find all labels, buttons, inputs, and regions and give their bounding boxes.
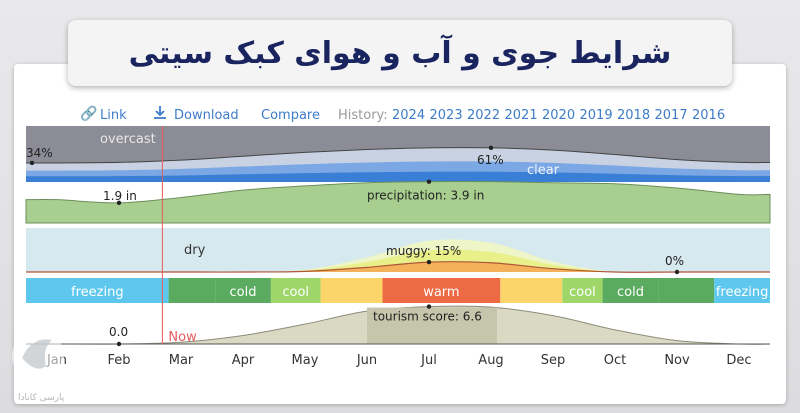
month-label: Nov: [664, 353, 690, 368]
history-year-2022[interactable]: 2022: [467, 108, 500, 123]
temperature-label-cold: cold: [230, 285, 257, 300]
month-label: Feb: [107, 353, 130, 368]
now-marker: Now: [161, 126, 197, 345]
tourism-annotation: tourism score: 6.6: [373, 310, 482, 324]
history-year-2024[interactable]: 2024: [392, 108, 425, 123]
precipitation-point: [426, 179, 432, 184]
temperature-label-warm: warm: [423, 285, 459, 300]
history-year-2023[interactable]: 2023: [430, 108, 463, 123]
download-icon: [154, 106, 166, 119]
temperature-segment: [500, 278, 563, 303]
muggy-annotation: 0%: [665, 254, 684, 268]
cloud-annotation: 34%: [26, 146, 53, 160]
history-year-2016[interactable]: 2016: [692, 108, 725, 123]
temperature-segment: [270, 278, 321, 303]
muggy-point: [674, 269, 680, 275]
temperature-segment: [320, 278, 383, 303]
download-label: Download: [174, 108, 239, 123]
temperature-segment: [658, 278, 715, 303]
temperature-segment: [714, 278, 770, 303]
svg-text:پارسی کانادا: پارسی کانادا: [18, 393, 65, 403]
month-label: May: [292, 353, 319, 368]
month-label: Oct: [604, 353, 626, 368]
download-button[interactable]: Download: [154, 106, 239, 123]
link-icon: 🔗: [80, 104, 98, 122]
tourism-peak-band: [367, 307, 497, 344]
temperature-segment: [602, 278, 659, 303]
temperature-label-cold: cold: [617, 285, 644, 300]
cloud-annotation: 61%: [477, 153, 504, 167]
dry-label: dry: [184, 243, 206, 258]
cloud-point: [488, 145, 494, 151]
cloud-cover-line: [25, 147, 771, 164]
history-year-2017[interactable]: 2017: [655, 108, 688, 123]
page-title: شرایط جوی و آب و هوای کبک سیتی: [128, 35, 672, 71]
temperature-label-freezing: freezing: [716, 285, 769, 300]
title-banner: شرایط جوی و آب و هوای کبک سیتی: [68, 20, 732, 86]
muggy-annotation: muggy: 15%: [386, 244, 461, 258]
temperature-label-freezing: freezing: [71, 285, 124, 300]
temperature-label-cool: cool: [569, 285, 596, 300]
toolbar: 🔗 Link Download Compare History: 2024 202…: [80, 104, 725, 123]
history-label: History:: [338, 108, 388, 123]
temperature-segment: [382, 278, 501, 303]
watermark-logo: پارسی کانادا: [12, 330, 65, 403]
muggy-line: [26, 261, 770, 273]
tourism-annotation: 0.0: [109, 325, 128, 339]
muggy-point: [426, 259, 432, 265]
history-year-2018[interactable]: 2018: [617, 108, 650, 123]
cloud-point: [29, 160, 35, 166]
compare-button[interactable]: Compare: [261, 108, 320, 123]
history-year-2019[interactable]: 2019: [580, 108, 613, 123]
cloud-cover-panel: overcast clear 34% 61%: [25, 126, 771, 182]
now-label: Now: [168, 330, 197, 345]
link-button[interactable]: 🔗 Link: [80, 104, 127, 123]
temperature-band: freezing cold cool warm cool cold freezing: [26, 278, 770, 303]
history-years: 2024 2023 2022 2021 2020 2019 2018 2017 2016: [392, 108, 725, 123]
clear-label: clear: [527, 163, 560, 178]
month-label: Dec: [726, 353, 751, 368]
precipitation-point: [116, 200, 122, 206]
tourism-panel: 0.0 tourism score: 6.6: [25, 304, 771, 347]
history-year-2020[interactable]: 2020: [542, 108, 575, 123]
precipitation-annotation: precipitation: 3.9 in: [367, 189, 484, 203]
muggy-band-dark: [26, 261, 770, 273]
month-label: Apr: [232, 353, 255, 368]
precipitation-area: [25, 181, 771, 224]
month-label: Sep: [541, 353, 566, 368]
month-axis: JanFebMarAprMayJunJulAugSepOctNovDec: [46, 353, 752, 368]
overcast-label: overcast: [100, 132, 156, 147]
temperature-segment: [215, 278, 271, 303]
history-year-2021[interactable]: 2021: [505, 108, 538, 123]
humidity-panel: dry muggy: 15% 0%: [26, 228, 770, 275]
temperature-segment: [168, 278, 216, 303]
month-label: Aug: [478, 353, 503, 368]
tourism-point: [426, 304, 432, 309]
temperature-segment: [26, 278, 169, 303]
month-label: Mar: [169, 353, 194, 368]
month-label: Jun: [356, 353, 377, 368]
clear-band-dark: [26, 171, 770, 182]
month-label: Jul: [420, 353, 437, 368]
precipitation-panel: 1.9 in precipitation: 3.9 in: [25, 179, 771, 224]
temperature-segment: [562, 278, 603, 303]
precipitation-annotation: 1.9 in: [103, 189, 137, 203]
temperature-label-cool: cool: [282, 285, 309, 300]
link-label: Link: [100, 108, 127, 123]
muggy-band-mid: [26, 249, 770, 273]
tourism-point: [116, 341, 122, 347]
